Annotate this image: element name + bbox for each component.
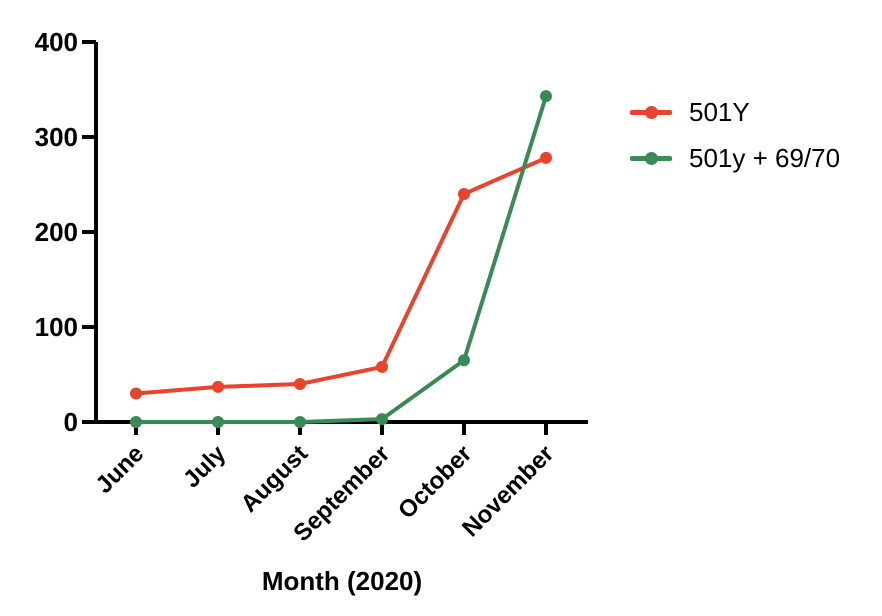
- legend: 501Y 501y + 69/70: [630, 97, 840, 189]
- data-point: [376, 360, 388, 373]
- legend-dot-icon: [645, 106, 658, 119]
- axes: [94, 42, 588, 424]
- y-tick-label: 0: [64, 407, 78, 437]
- data-point: [130, 387, 142, 400]
- legend-item-501y-6970: 501y + 69/70: [630, 143, 840, 173]
- data-point: [458, 354, 470, 367]
- data-point: [540, 90, 552, 103]
- data-point: [212, 380, 224, 393]
- x-tick-label: June: [91, 440, 150, 499]
- series-line-0: [135, 156, 547, 396]
- x-tick-label: October: [393, 440, 477, 524]
- legend-dot-icon: [645, 152, 658, 165]
- series-line-1: [136, 95, 548, 424]
- data-point: [130, 416, 142, 428]
- data-point: [458, 188, 470, 200]
- legend-marker-501y-icon: [630, 105, 672, 119]
- y-tick-label: 100: [35, 312, 78, 342]
- data-point: [212, 416, 224, 428]
- x-axis-title: Month (2020): [261, 566, 423, 596]
- x-tick-label: August: [236, 440, 314, 518]
- data-point: [294, 378, 306, 390]
- legend-marker-501y-6970-icon: [630, 151, 672, 165]
- y-tick-label: 200: [35, 217, 78, 247]
- data-point: [376, 413, 388, 426]
- data-point: [540, 151, 552, 164]
- y-tick-label: 300: [35, 122, 78, 152]
- data-point: [294, 416, 306, 428]
- legend-label-501y-6970: 501y + 69/70: [689, 142, 841, 173]
- legend-item-501y: 501Y: [630, 97, 840, 127]
- y-tick-label: 400: [35, 27, 78, 57]
- x-tick-label: July: [178, 440, 232, 494]
- legend-label-501y: 501Y: [689, 96, 750, 127]
